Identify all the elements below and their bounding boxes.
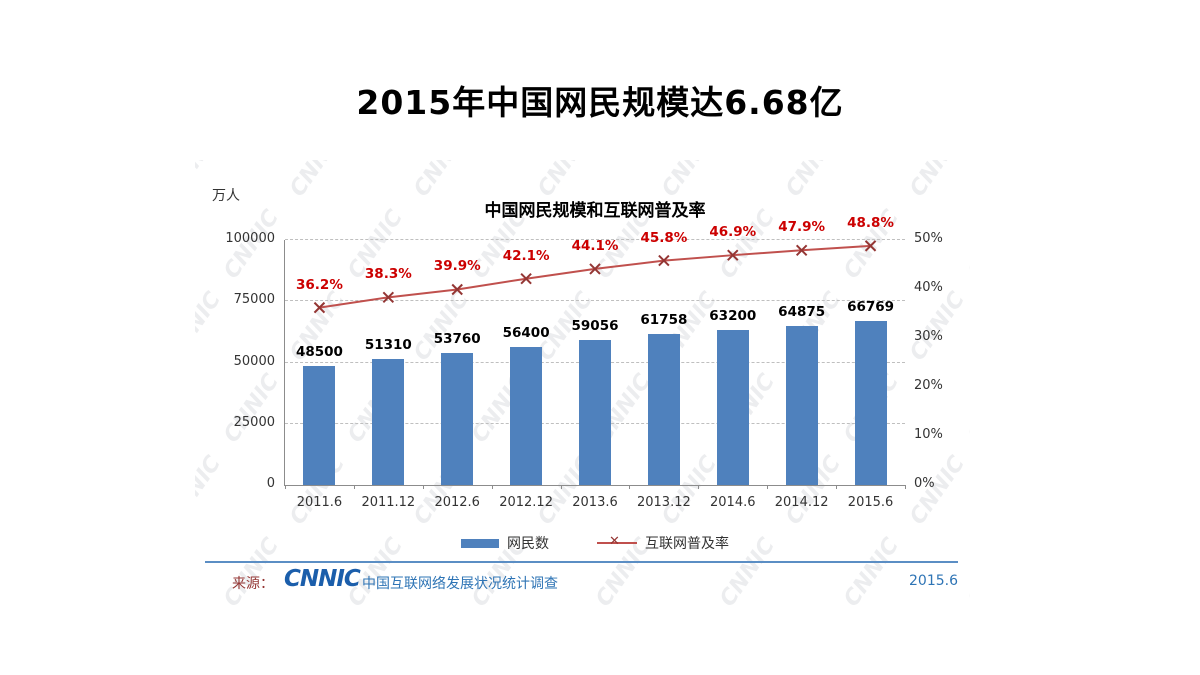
cnnic-watermark: CNNIC: [963, 533, 970, 612]
x-axis-tick: [422, 485, 424, 489]
x-axis-line: [284, 485, 905, 486]
right-axis-tick-label: 10%: [914, 427, 943, 442]
line-value-label: 39.9%: [433, 258, 481, 275]
cnnic-watermark: CNNIC: [219, 369, 285, 448]
bar-value-label: 48500: [295, 344, 343, 361]
x-axis-category-label: 2013.12: [636, 495, 691, 510]
bar-series-swatch: [461, 538, 499, 548]
bar: [785, 326, 818, 485]
x-axis-tick: [629, 485, 631, 489]
x-axis-category-label: 2013.6: [572, 495, 618, 510]
gridline: [285, 300, 905, 302]
bar: [579, 340, 611, 485]
cnnic-watermark: CNNIC: [963, 205, 970, 284]
line-marker-x: [451, 283, 463, 296]
footer-source-text: 中国互联网络发展状况统计调查: [362, 576, 558, 592]
y-axis-tick-label: 50000: [233, 353, 275, 369]
bar-value-label: 66769: [847, 299, 895, 316]
line-marker-x: [313, 301, 326, 314]
bar: [854, 321, 887, 485]
bar-value-label: 51310: [364, 337, 412, 354]
line-marker-x: [727, 249, 739, 261]
x-axis-tick: [285, 485, 286, 489]
legend-label: 互联网普及率: [645, 536, 729, 552]
line-series-swatch: ✕: [597, 534, 637, 550]
y-axis-unit-label: 万人: [212, 188, 240, 204]
bar: [441, 353, 474, 485]
cnnic-watermark: CNNIC: [963, 369, 970, 448]
y-axis-tick-label: 100000: [225, 231, 275, 246]
line-marker-x: [589, 263, 601, 275]
x-axis-tick: [767, 485, 769, 489]
line-value-label: 45.8%: [640, 229, 688, 246]
line-value-label: 38.3%: [364, 266, 412, 283]
bar-value-label: 56400: [502, 324, 550, 341]
slide-title: 2015年中国网民规模达6.68亿: [356, 83, 844, 122]
x-axis-category-label: 2012.12: [499, 495, 553, 510]
bar-value-label: 61758: [640, 311, 688, 328]
y-axis-tick-label: 75000: [233, 292, 275, 308]
x-axis-category-label: 2015.6: [847, 495, 894, 510]
bar: [647, 333, 680, 485]
x-axis-tick: [698, 485, 700, 489]
legend-item-line-series: ✕ 互联网普及率: [597, 533, 729, 553]
bar: [303, 366, 336, 485]
cnnic-watermark: CNNIC: [285, 160, 351, 202]
legend: 网民数 ✕ 互联网普及率: [285, 533, 905, 553]
line-value-label: 47.9%: [778, 219, 826, 236]
x-axis-category-label: 2014.12: [774, 495, 829, 510]
y-axis-line: [284, 240, 285, 485]
bar-value-label: 59056: [571, 318, 619, 335]
x-axis-category-label: 2011.12: [361, 495, 416, 510]
line-value-label: 46.9%: [709, 224, 757, 241]
x-axis-tick: [905, 485, 906, 489]
line-value-label: 36.2%: [296, 276, 343, 293]
line-value-label: 42.1%: [502, 247, 550, 264]
cnnic-watermark: CNNIC: [905, 287, 970, 366]
right-axis-tick-label: 30%: [914, 329, 943, 344]
cnnic-watermark: CNNIC: [905, 160, 970, 202]
bar: [510, 346, 543, 485]
cnnic-logo: CNNIC: [284, 566, 361, 592]
legend-label: 网民数: [507, 536, 549, 552]
y-axis-tick-label: 25000: [233, 414, 275, 430]
y-axis-tick-label: 0: [266, 476, 275, 491]
line-marker-x: [864, 240, 877, 252]
line-marker-x: [520, 273, 532, 285]
x-axis-category-label: 2014.6: [710, 495, 756, 510]
footer-date: 2015.6: [909, 573, 958, 589]
x-axis-tick: [560, 485, 562, 489]
footer-source-prefix: 来源：: [232, 576, 274, 592]
x-axis-category-label: 2011.6: [296, 495, 343, 510]
chart-title: 中国网民规模和互联网普及率: [484, 201, 706, 221]
line-value-label: 48.8%: [847, 214, 894, 231]
x-axis-category-label: 2012.6: [434, 495, 480, 510]
right-axis-tick-label: 20%: [914, 378, 943, 393]
line-marker-x: [658, 254, 670, 267]
x-axis-tick: [353, 485, 355, 489]
bar: [372, 359, 405, 485]
line-marker-x: [795, 244, 808, 256]
legend-item-bar-series: 网民数: [461, 533, 549, 553]
x-axis-tick: [491, 485, 493, 489]
gridline: [285, 239, 905, 240]
bar: [716, 330, 749, 485]
right-axis-tick-label: 0%: [914, 476, 935, 491]
right-axis-tick-label: 40%: [914, 280, 943, 295]
line-value-label: 44.1%: [571, 237, 619, 254]
footer-divider: [205, 561, 958, 563]
bar-value-label: 53760: [433, 331, 481, 348]
bar-value-label: 63200: [709, 308, 757, 325]
right-axis-tick-label: 50%: [914, 231, 943, 246]
x-axis-tick: [836, 485, 838, 489]
